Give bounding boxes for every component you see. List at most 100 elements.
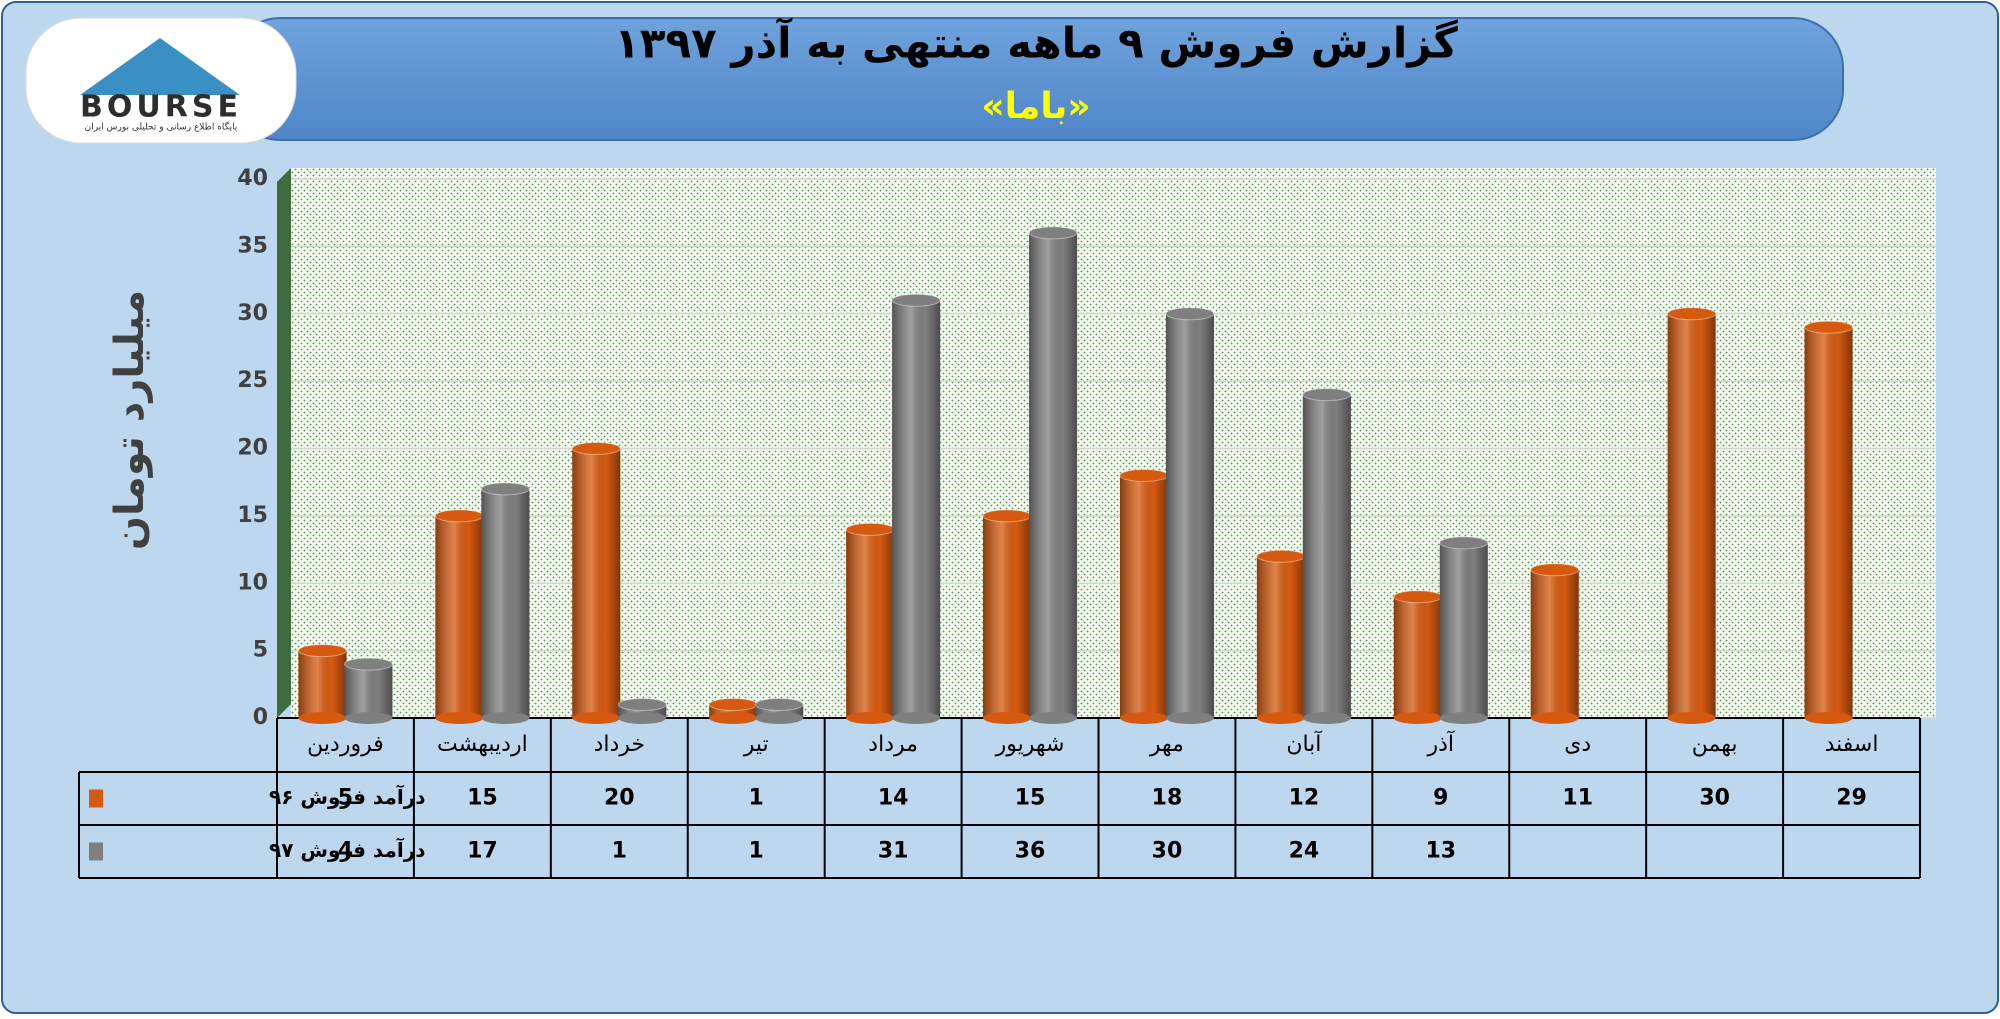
bar-shade <box>1302 394 1351 718</box>
bar-cap <box>1667 307 1717 321</box>
table-value: 17 <box>467 839 498 864</box>
table-value: 11 <box>1562 786 1593 811</box>
bar-base <box>618 712 667 724</box>
x-tick-label: آبان <box>1286 730 1322 757</box>
bar-cap <box>617 698 667 712</box>
y-tick-label: 30 <box>237 301 268 326</box>
table-value: 29 <box>1836 786 1867 811</box>
y-tick-label: 15 <box>237 503 268 528</box>
bar-shade <box>344 664 393 718</box>
x-tick-label: خرداد <box>594 732 645 757</box>
legend-swatch <box>89 842 103 861</box>
bar-cap <box>434 509 484 523</box>
y-axis-label: میلیارد تومان <box>107 290 153 550</box>
table-value: 14 <box>878 786 909 811</box>
bar-cap <box>754 698 804 712</box>
bar-base <box>846 712 895 724</box>
bar-base <box>1393 712 1442 724</box>
legend-label: درآمد فروش ۹۶ <box>269 784 425 809</box>
bar-cap <box>1165 307 1215 321</box>
y-tick-label: 0 <box>253 705 268 730</box>
plot-wall <box>277 168 291 718</box>
bar-shade <box>1165 313 1214 718</box>
bar-base <box>1029 712 1078 724</box>
chart-title: گزارش فروش ۹ ماهه منتهی به آذر ۱۳۹۷ <box>614 18 1458 69</box>
y-tick-label: 40 <box>237 166 268 191</box>
bar-shade <box>1667 313 1716 718</box>
bar-cap <box>1256 549 1306 563</box>
bar-cap <box>1302 388 1352 402</box>
plot-area <box>291 168 1936 718</box>
bar-shade <box>1029 232 1078 718</box>
x-tick-label: شهریور <box>995 732 1065 757</box>
logo-text: BOURSE <box>80 90 242 125</box>
table-value: 30 <box>1699 786 1730 811</box>
bar-shade <box>1439 542 1488 718</box>
chart-subtitle: «باما» <box>981 86 1090 127</box>
bar-base <box>1667 712 1716 724</box>
bar-cap <box>708 698 758 712</box>
bar-base <box>298 712 347 724</box>
bar-cap <box>571 442 621 455</box>
bar-shade <box>1119 475 1168 718</box>
table-value: 1 <box>612 839 627 864</box>
bar-base <box>1165 712 1214 724</box>
y-tick-label: 20 <box>237 436 268 461</box>
table-value: 18 <box>1152 786 1183 811</box>
bar-shade <box>983 515 1032 718</box>
x-tick-label: مرداد <box>868 732 918 757</box>
bar-base <box>1439 712 1488 724</box>
logo-tagline: پایگاه اطلاع رسانی و تحلیلی بورس ایران <box>85 121 238 133</box>
table-value: 4 <box>338 839 353 864</box>
bar-base <box>1256 712 1305 724</box>
bar-cap <box>845 522 895 536</box>
x-tick-label: بهمن <box>1692 732 1738 757</box>
bar-shade <box>1530 569 1579 718</box>
bar-base <box>344 712 393 724</box>
bar-base <box>1119 712 1168 724</box>
bar-cap <box>297 644 347 658</box>
bar-shade <box>892 300 941 718</box>
bar-base <box>1804 712 1853 724</box>
bar-shade <box>572 448 621 718</box>
table-value: 20 <box>604 786 635 811</box>
bar-shade <box>1804 327 1853 718</box>
bar-base <box>1530 712 1579 724</box>
bar-base <box>572 712 621 724</box>
bar-cap <box>1530 563 1580 577</box>
y-tick-label: 35 <box>237 233 268 258</box>
bar-shade <box>1256 556 1305 718</box>
bar-cap <box>1804 320 1854 334</box>
bar-shade <box>435 515 484 718</box>
x-tick-label: اردیبهشت <box>437 732 528 757</box>
bar-cap <box>1393 590 1443 604</box>
bar-base <box>481 712 530 724</box>
table-value: 24 <box>1289 839 1320 864</box>
table-value: 31 <box>878 839 909 864</box>
table-value: 15 <box>467 786 498 811</box>
legend-swatch <box>89 789 103 808</box>
table-value: 12 <box>1289 786 1320 811</box>
bar-cap <box>1439 536 1489 550</box>
x-tick-label: دی <box>1564 732 1591 757</box>
table-value: 15 <box>1015 786 1046 811</box>
bar-cap <box>480 482 530 496</box>
x-tick-label: اسفند <box>1825 732 1879 757</box>
x-tick-label: آذر <box>1427 730 1455 757</box>
bar-shade <box>846 529 895 718</box>
table-value: 36 <box>1015 839 1046 864</box>
bar-base <box>435 712 484 724</box>
legend-label: درآمد فروش ۹۷ <box>269 837 425 862</box>
bar-base <box>892 712 941 724</box>
x-tick-label: تیر <box>743 732 769 757</box>
table-value: 5 <box>338 786 353 811</box>
table-value: 1 <box>749 839 764 864</box>
table-value: 1 <box>749 786 764 811</box>
bar-base <box>1302 712 1351 724</box>
x-tick-label: مهر <box>1149 732 1184 757</box>
bar-base <box>755 712 804 724</box>
table-value: 9 <box>1433 786 1448 811</box>
y-tick-label: 10 <box>237 570 268 595</box>
table-value: 13 <box>1425 839 1456 864</box>
